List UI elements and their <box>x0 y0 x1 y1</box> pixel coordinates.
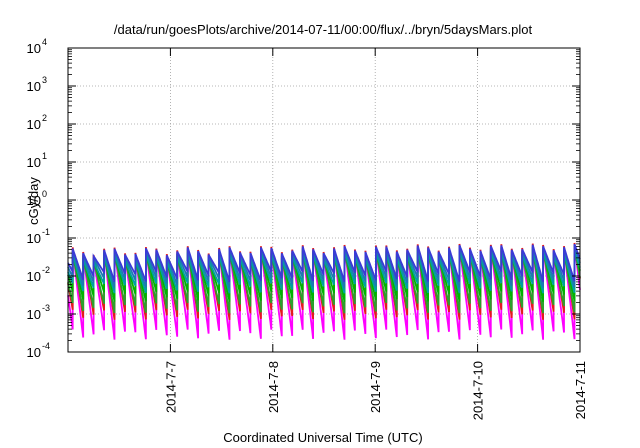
y-tick-label-exponent: -3 <box>42 303 50 313</box>
x-tick-label: 2014-7-7 <box>163 361 178 413</box>
y-tick-label-exponent: 0 <box>42 189 47 199</box>
y-axis-label: cGy/day <box>26 177 41 225</box>
y-tick-label-exponent: -4 <box>42 341 50 351</box>
chart-title: /data/run/goesPlots/archive/2014-07-11/0… <box>114 22 533 37</box>
y-tick-label: 10 <box>27 41 41 56</box>
plot-area-frame <box>67 47 581 353</box>
y-tick-label-exponent: 3 <box>42 75 47 85</box>
y-tick-label-exponent: 1 <box>42 151 47 161</box>
y-tick-label: 10 <box>27 79 41 94</box>
y-tick-label-exponent: 4 <box>42 37 47 47</box>
x-tick-label: 2014-7-10 <box>471 361 486 420</box>
x-tick-label: 2014-7-9 <box>368 361 383 413</box>
x-tick-label: 2014-7-11 <box>573 361 588 419</box>
y-tick-label: 10 <box>27 269 41 284</box>
y-tick-label-exponent: -1 <box>42 227 50 237</box>
data-series <box>67 242 581 340</box>
y-tick-label: 10 <box>27 345 41 360</box>
y-tick-label: 10 <box>27 155 41 170</box>
y-tick-label-exponent: -2 <box>42 265 50 275</box>
y-tick-label: 10 <box>27 117 41 132</box>
x-tick-label: 2014-7-8 <box>266 361 281 413</box>
x-axis-label: Coordinated Universal Time (UTC) <box>223 430 422 445</box>
y-tick-label: 10 <box>27 231 41 246</box>
y-tick-label: 10 <box>27 307 41 322</box>
series-line-5 <box>67 243 581 283</box>
y-tick-label-exponent: 2 <box>42 113 47 123</box>
y-tick-label: 10 <box>27 193 41 208</box>
